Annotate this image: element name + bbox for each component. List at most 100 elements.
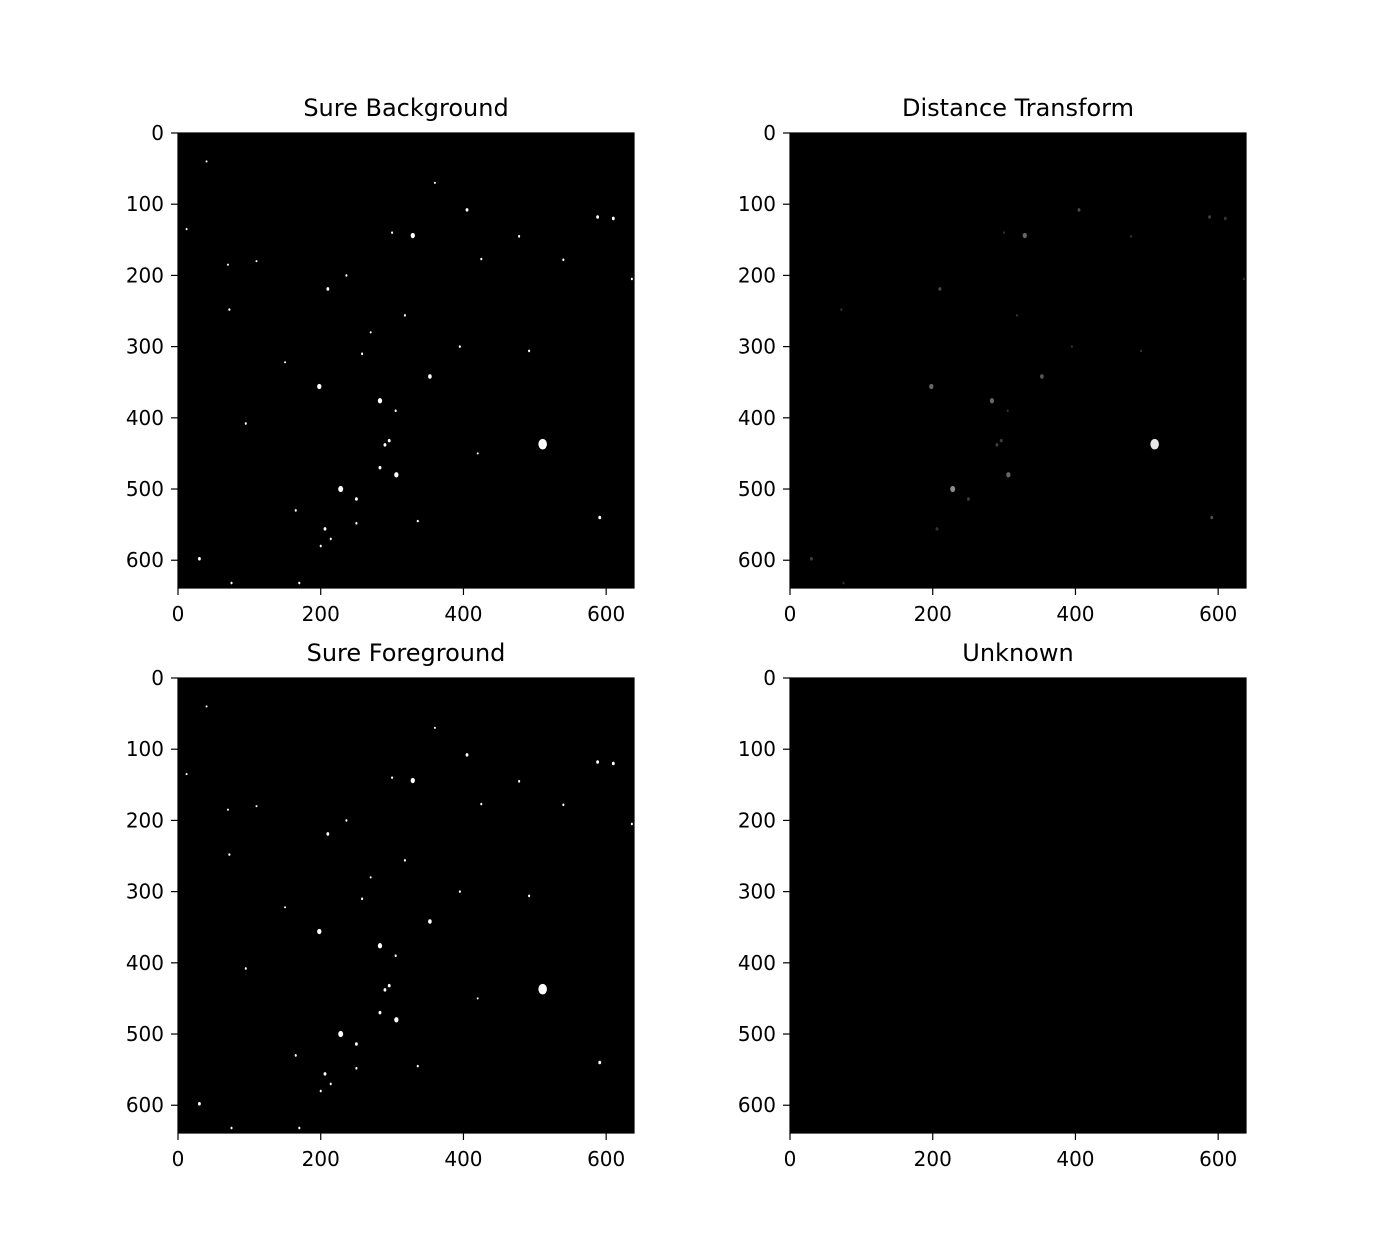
bright-spot	[355, 1066, 358, 1070]
y-tick-label: 500	[738, 477, 776, 501]
bright-spot	[317, 928, 322, 935]
x-tick-label: 0	[784, 602, 797, 626]
bright-spot	[197, 1102, 201, 1106]
bright-spot	[528, 894, 531, 898]
bright-spot	[1130, 234, 1133, 238]
bright-spot	[950, 485, 956, 493]
bright-spot	[377, 398, 383, 404]
y-tick-label: 0	[763, 121, 776, 145]
subplot-title: Distance Transform	[902, 94, 1134, 122]
y-tick-label: 500	[738, 1022, 776, 1046]
bright-spot	[1208, 215, 1212, 219]
bright-spot	[185, 773, 188, 776]
x-tick-label: 400	[444, 602, 482, 626]
bright-spot	[476, 452, 479, 455]
bright-spot	[284, 361, 287, 364]
x-tick-label: 400	[1056, 1147, 1094, 1171]
axes-frame	[789, 132, 1247, 589]
subplot-4: Unknown 0 200 400 600 0 100 200 300 400 500 600	[738, 639, 1247, 1171]
bright-spot	[410, 232, 415, 239]
subplot-title: Sure Foreground	[307, 639, 506, 667]
bright-spot	[394, 472, 399, 478]
y-tick-label: 200	[738, 263, 776, 287]
y-tick-label: 600	[126, 1093, 164, 1117]
y-tick-label: 300	[738, 880, 776, 904]
bright-spot	[323, 527, 327, 531]
bright-spot	[611, 216, 615, 221]
y-tick-label: 600	[126, 548, 164, 572]
bright-spot	[391, 776, 394, 780]
bright-spot	[355, 521, 358, 525]
y-tick-label: 400	[738, 406, 776, 430]
image-area	[790, 678, 1246, 1133]
subplot-3: Sure Foreground 0 200 400 600 0 100 200 300 400 50…	[126, 639, 635, 1171]
bright-spot	[842, 581, 845, 585]
subplot-title: Sure Background	[303, 94, 508, 122]
bright-spot	[809, 557, 813, 561]
bright-spot	[433, 181, 436, 184]
bright-spot	[465, 208, 469, 212]
bright-spot	[230, 1126, 233, 1130]
bright-spot	[354, 497, 358, 501]
x-tick-label: 0	[784, 1147, 797, 1171]
bright-spot	[403, 313, 406, 317]
y-tick-label: 200	[126, 263, 164, 287]
y-tick-label: 600	[738, 548, 776, 572]
bright-spot	[938, 287, 942, 291]
x-tick-label: 200	[302, 1147, 340, 1171]
bright-spot	[244, 422, 247, 425]
bright-spot	[403, 858, 406, 862]
bright-spot	[369, 331, 372, 334]
bright-spot	[428, 919, 432, 924]
y-tick-label: 200	[738, 808, 776, 832]
bright-spot	[630, 277, 633, 281]
bright-spot	[480, 802, 483, 806]
y-tick-label: 500	[126, 477, 164, 501]
bright-spot	[345, 274, 348, 277]
bright-spot	[929, 383, 934, 390]
bright-spot	[369, 876, 372, 879]
y-tick-label: 100	[738, 192, 776, 216]
bright-spot	[197, 557, 201, 561]
bright-spot	[1006, 472, 1011, 478]
bright-spot	[244, 967, 247, 970]
bright-spot	[378, 465, 382, 470]
y-tick-label: 300	[126, 880, 164, 904]
bright-spot	[338, 485, 344, 493]
bright-spot	[480, 257, 483, 261]
bright-spot	[1003, 231, 1006, 235]
bright-spot	[394, 954, 397, 958]
x-tick-label: 600	[587, 602, 625, 626]
bright-spot	[1150, 438, 1159, 450]
bright-spot	[205, 160, 208, 163]
y-tick-label: 500	[126, 1022, 164, 1046]
bright-spot	[255, 805, 258, 808]
x-tick-label: 200	[914, 602, 952, 626]
bright-spot	[1223, 216, 1227, 221]
bright-spot	[323, 1072, 327, 1076]
y-tick-label: 0	[151, 666, 164, 690]
bright-spot	[329, 1082, 332, 1086]
bright-spot	[319, 1089, 322, 1093]
x-tick-label: 600	[587, 1147, 625, 1171]
subplot-2: Distance Transform 0 200 400 600 0 100 200 300 40…	[738, 94, 1247, 626]
bright-spot	[433, 726, 436, 729]
bright-spot	[298, 581, 301, 585]
bright-spot	[326, 287, 330, 291]
bright-spot	[630, 822, 633, 826]
image-area	[178, 133, 634, 588]
bright-spot	[391, 231, 394, 235]
bright-spot	[458, 890, 461, 893]
subplot-1: Sure Background 0 200 400 600 0 100 200 300 400 50…	[126, 94, 635, 626]
bright-spot	[518, 234, 521, 238]
bright-spot	[538, 983, 547, 995]
bright-spot	[1077, 208, 1081, 212]
bright-spot	[562, 258, 565, 262]
bright-spot	[345, 819, 348, 822]
bright-spot	[966, 497, 970, 501]
bright-spot	[999, 438, 1003, 443]
y-tick-label: 300	[126, 335, 164, 359]
x-tick-label: 200	[302, 602, 340, 626]
bright-spot	[410, 777, 415, 784]
